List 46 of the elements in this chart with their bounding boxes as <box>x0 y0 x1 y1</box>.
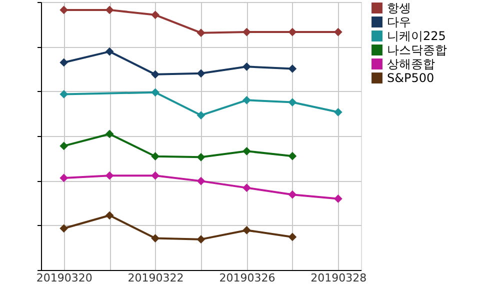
point <box>196 28 206 38</box>
x-tick-label: 20190322 <box>128 272 184 284</box>
point <box>242 28 251 36</box>
point <box>60 142 68 150</box>
point <box>242 62 251 71</box>
point <box>60 224 68 233</box>
point <box>196 176 206 186</box>
point <box>151 152 160 161</box>
point <box>196 69 206 78</box>
point <box>242 184 251 192</box>
point <box>242 226 251 234</box>
x-tick-label: 20190320 <box>36 272 92 284</box>
point <box>288 232 297 242</box>
legend-label: 다우 <box>387 15 411 29</box>
point <box>105 171 114 180</box>
point <box>196 152 206 162</box>
point <box>60 174 68 182</box>
point <box>151 171 160 180</box>
point <box>288 64 297 73</box>
point <box>60 58 68 67</box>
x-tick-label: 20190328 <box>310 272 367 284</box>
point <box>288 152 297 160</box>
x-tick-label: 20190326 <box>219 272 276 284</box>
point <box>334 108 342 116</box>
point <box>105 47 114 56</box>
legend-label: 나스닥종합 <box>387 43 447 57</box>
point <box>288 28 297 36</box>
point <box>288 98 297 106</box>
point <box>334 194 342 203</box>
legend-label: 상해종합 <box>387 57 435 71</box>
point <box>242 96 251 104</box>
point <box>196 235 206 244</box>
legend-label: 니케이225 <box>387 29 446 43</box>
point <box>105 211 114 220</box>
point <box>288 190 297 199</box>
point <box>60 90 68 98</box>
legend-label: 항셍 <box>387 1 411 15</box>
point <box>151 234 160 242</box>
point <box>151 70 160 79</box>
point <box>105 130 114 138</box>
point <box>196 111 206 120</box>
legend-label: S&P500 <box>387 71 434 85</box>
point <box>151 88 160 97</box>
point <box>151 10 160 20</box>
point <box>105 6 114 14</box>
point <box>242 146 251 156</box>
